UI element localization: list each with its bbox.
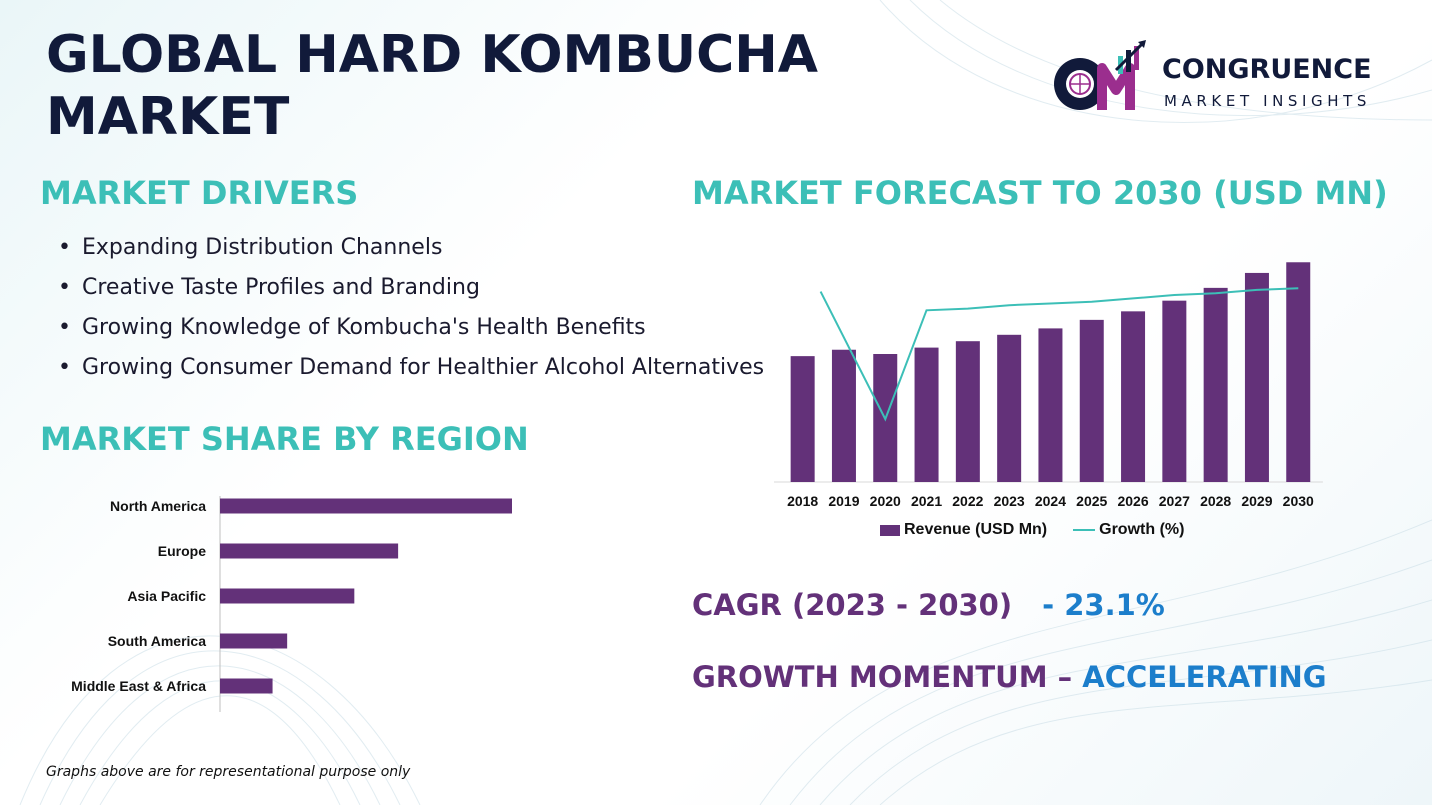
company-logo: CONGRUENCE MARKET INSIGHTS	[1046, 40, 1406, 120]
cagr-value: - 23.1%	[1042, 588, 1165, 622]
cagr-label: CAGR (2023 - 2030)	[692, 588, 1013, 622]
region-bar	[220, 678, 273, 694]
bullet-icon: •	[58, 275, 71, 300]
legend-line-swatch	[1073, 529, 1096, 531]
title-line-2: MARKET	[46, 87, 290, 147]
x-tick-label: 2029	[1241, 493, 1272, 509]
bullet-icon: •	[58, 315, 71, 340]
revenue-bar	[831, 349, 856, 482]
revenue-bar	[914, 347, 939, 482]
revenue-bar	[1038, 328, 1063, 482]
list-item: • Expanding Distribution Channels	[56, 228, 768, 268]
x-tick-label: 2028	[1200, 493, 1231, 509]
region-bar	[220, 633, 288, 649]
region-label: North America	[110, 498, 206, 514]
x-tick-label: 2030	[1283, 493, 1314, 509]
market-forecast-heading: MARKET FORECAST TO 2030 (USD MN)	[692, 174, 1388, 212]
title-line-1: GLOBAL HARD KOMBUCHA	[46, 25, 819, 85]
logo-subtitle: MARKET INSIGHTS	[1164, 92, 1372, 110]
momentum-label: GROWTH MOMENTUM –	[692, 660, 1073, 694]
market-drivers-heading: MARKET DRIVERS	[40, 174, 359, 212]
x-tick-label: 2021	[911, 493, 942, 509]
legend-growth-label: Growth (%)	[1099, 521, 1185, 538]
revenue-bar	[955, 341, 980, 482]
forecast-legend: Revenue (USD Mn) Growth (%)	[880, 518, 1184, 542]
market-share-region-heading: MARKET SHARE BY REGION	[40, 420, 529, 458]
momentum-value: ACCELERATING	[1082, 660, 1327, 694]
page-title: GLOBAL HARD KOMBUCHA MARKET	[46, 24, 846, 148]
x-tick-label: 2018	[787, 493, 818, 509]
region-label: Europe	[158, 543, 206, 559]
list-item: • Creative Taste Profiles and Branding	[56, 268, 768, 308]
region-share-chart: North America Europe Asia Pacific South Ame…	[71, 496, 512, 712]
x-tick-label: 2025	[1076, 493, 1107, 509]
list-item: • Growing Consumer Demand for Healthier A…	[56, 348, 768, 388]
revenue-bar	[1286, 262, 1311, 482]
revenue-bar	[1121, 311, 1146, 482]
cagr-statement: CAGR (2023 - 2030) - 23.1%	[692, 588, 1165, 622]
driver-text: Growing Knowledge of Kombucha's Health B…	[82, 315, 646, 340]
driver-text: Growing Consumer Demand for Healthier Al…	[82, 355, 765, 380]
logo-name: CONGRUENCE	[1162, 54, 1372, 85]
x-tick-label: 2026	[1117, 493, 1148, 509]
x-tick-label: 2023	[994, 493, 1025, 509]
x-tick-label: 2019	[828, 493, 859, 509]
growth-momentum-statement: GROWTH MOMENTUM – ACCELERATING	[692, 660, 1327, 694]
x-tick-label: 2024	[1035, 493, 1066, 509]
list-item: • Growing Knowledge of Kombucha's Health …	[56, 308, 768, 348]
market-drivers-list: • Expanding Distribution Channels • Creati…	[56, 228, 768, 388]
growth-line	[819, 287, 1299, 422]
revenue-bar	[1203, 287, 1228, 482]
forecast-chart: 2018 2019 2020 2021 2022 2023 2024 2025 2026 2027…	[774, 262, 1323, 509]
x-tick-label: 2022	[952, 493, 983, 509]
region-label: Middle East & Africa	[71, 678, 206, 694]
revenue-bar	[1244, 272, 1269, 482]
footnote: Graphs above are for representational pu…	[46, 764, 411, 780]
region-label: Asia Pacific	[127, 588, 206, 604]
region-bar	[220, 588, 355, 604]
revenue-bar	[1079, 319, 1104, 482]
bullet-icon: •	[58, 355, 71, 380]
region-bar	[220, 543, 399, 559]
region-label: South America	[108, 633, 206, 649]
x-tick-label: 2020	[870, 493, 901, 509]
bullet-icon: •	[58, 235, 71, 260]
revenue-bar	[1162, 300, 1187, 482]
driver-text: Creative Taste Profiles and Branding	[82, 275, 480, 300]
driver-text: Expanding Distribution Channels	[82, 235, 443, 260]
legend-bar-swatch	[880, 524, 900, 536]
legend-revenue-label: Revenue (USD Mn)	[904, 521, 1048, 538]
revenue-bar	[997, 334, 1022, 482]
region-bar	[220, 498, 512, 514]
x-tick-label: 2027	[1159, 493, 1190, 509]
revenue-bar	[790, 356, 815, 482]
logo-mark-icon	[1054, 40, 1146, 110]
